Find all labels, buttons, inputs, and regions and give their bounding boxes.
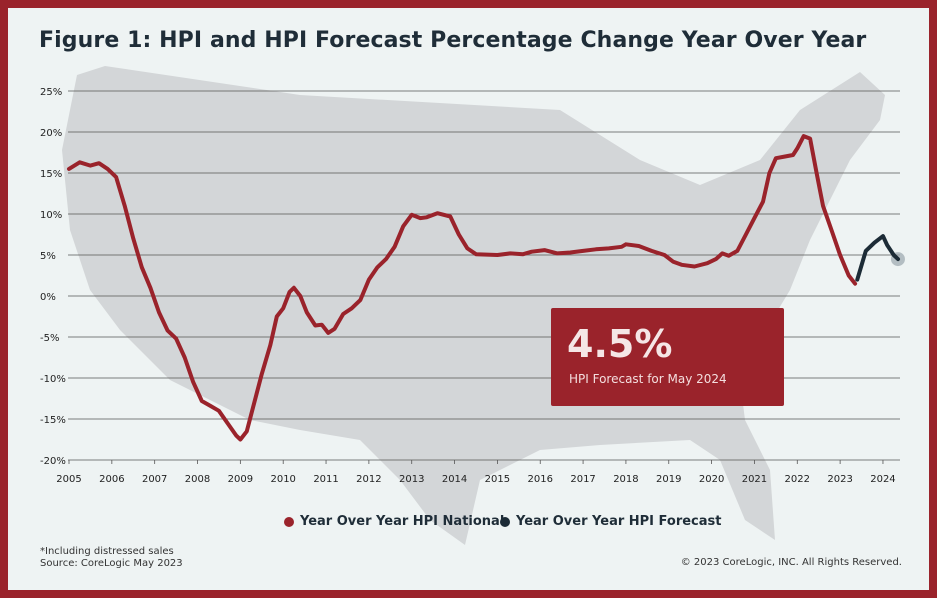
x-tick-label: 2024 [870, 474, 895, 485]
us-map-background [62, 66, 885, 545]
x-tick-label: 2011 [313, 474, 338, 485]
y-tick-label: -15% [40, 415, 66, 426]
x-tick-label: 2021 [742, 474, 767, 485]
x-tick-label: 2007 [142, 474, 167, 485]
legend-label: Year Over Year HPI Forecast [516, 514, 722, 529]
x-tick-label: 2015 [485, 474, 510, 485]
y-tick-label: 0% [40, 292, 56, 303]
y-tick-label: -20% [40, 456, 66, 467]
x-tick-label: 2022 [785, 474, 810, 485]
x-tick-label: 2018 [613, 474, 638, 485]
forecast-series-line [855, 234, 900, 282]
x-tick-label: 2023 [827, 474, 852, 485]
forecast-callout: 4.5% HPI Forecast for May 2024 [551, 308, 784, 406]
chart-title: Figure 1: HPI and HPI Forecast Percentag… [39, 28, 867, 53]
x-tick-label: 2014 [442, 474, 467, 485]
x-tick-label: 2006 [99, 474, 124, 485]
y-tick-label: 20% [40, 128, 62, 139]
x-tick-label: 2019 [656, 474, 681, 485]
x-tick-label: 2020 [699, 474, 724, 485]
copyright: © 2023 CoreLogic, INC. All Rights Reserv… [680, 557, 902, 568]
national-series-line [67, 134, 858, 442]
x-tick-label: 2009 [228, 474, 253, 485]
y-tick-label: 10% [40, 210, 62, 221]
callout-value: 4.5% [567, 322, 673, 366]
x-tick-label: 2010 [270, 474, 295, 485]
callout-label: HPI Forecast for May 2024 [569, 372, 727, 386]
x-tick-label: 2013 [399, 474, 424, 485]
x-tick-label: 2005 [56, 474, 81, 485]
legend-item-forecast: Year Over Year HPI Forecast [500, 514, 722, 529]
y-tick-label: -5% [40, 333, 59, 344]
x-tick-label: 2012 [356, 474, 381, 485]
source-note: Source: CoreLogic May 2023 [40, 558, 183, 569]
x-tick-label: 2016 [528, 474, 553, 485]
y-tick-label: 15% [40, 169, 62, 180]
y-tick-label: -10% [40, 374, 66, 385]
x-tick-label: 2017 [570, 474, 595, 485]
legend-dot-forecast [500, 516, 510, 527]
legend-item-national: Year Over Year HPI National [284, 514, 504, 529]
footnote: *Including distressed sales [40, 546, 174, 557]
legend-label: Year Over Year HPI National [300, 514, 505, 529]
y-tick-label: 25% [40, 87, 62, 98]
legend-dot-national [284, 516, 294, 527]
y-tick-label: 5% [40, 251, 56, 262]
x-tick-label: 2008 [185, 474, 210, 485]
